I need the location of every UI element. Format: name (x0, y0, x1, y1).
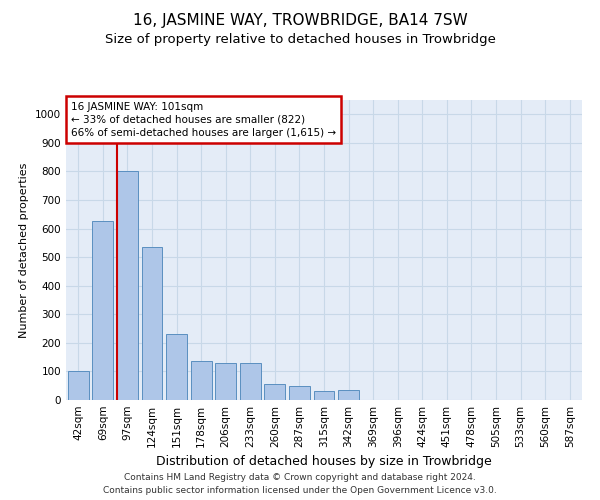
Text: Contains HM Land Registry data © Crown copyright and database right 2024.
Contai: Contains HM Land Registry data © Crown c… (103, 474, 497, 495)
Bar (117, 172, 138, 400)
X-axis label: Distribution of detached houses by size in Trowbridge: Distribution of detached houses by size … (156, 456, 492, 468)
Text: Size of property relative to detached houses in Trowbridge: Size of property relative to detached ho… (104, 32, 496, 46)
Bar (166, 334, 187, 400)
Bar (142, 247, 163, 400)
Bar (338, 390, 359, 400)
Bar (240, 363, 261, 400)
Text: 16, JASMINE WAY, TROWBRIDGE, BA14 7SW: 16, JASMINE WAY, TROWBRIDGE, BA14 7SW (133, 12, 467, 28)
Bar (92, 222, 113, 400)
Bar (265, 384, 286, 400)
Bar (289, 386, 310, 400)
Bar (314, 392, 334, 400)
Bar (191, 362, 212, 400)
Y-axis label: Number of detached properties: Number of detached properties (19, 162, 29, 338)
Bar (68, 372, 89, 400)
Bar (215, 363, 236, 400)
Text: 16 JASMINE WAY: 101sqm
← 33% of detached houses are smaller (822)
66% of semi-de: 16 JASMINE WAY: 101sqm ← 33% of detached… (71, 102, 336, 138)
